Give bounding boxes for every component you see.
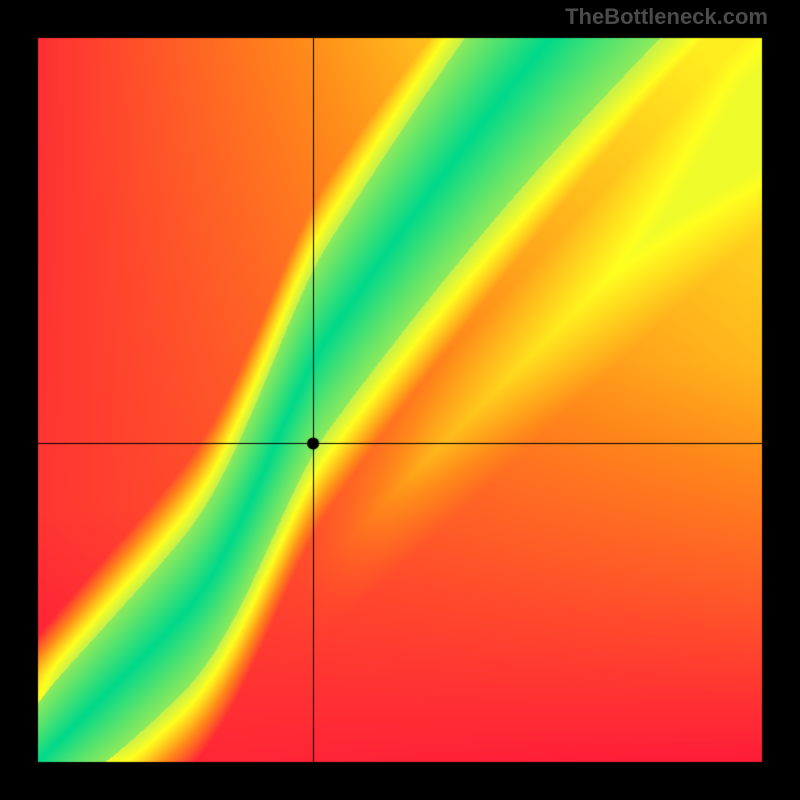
attribution-label: TheBottleneck.com: [565, 4, 768, 30]
chart-container: TheBottleneck.com: [0, 0, 800, 800]
bottleneck-heatmap-canvas: [0, 0, 800, 800]
